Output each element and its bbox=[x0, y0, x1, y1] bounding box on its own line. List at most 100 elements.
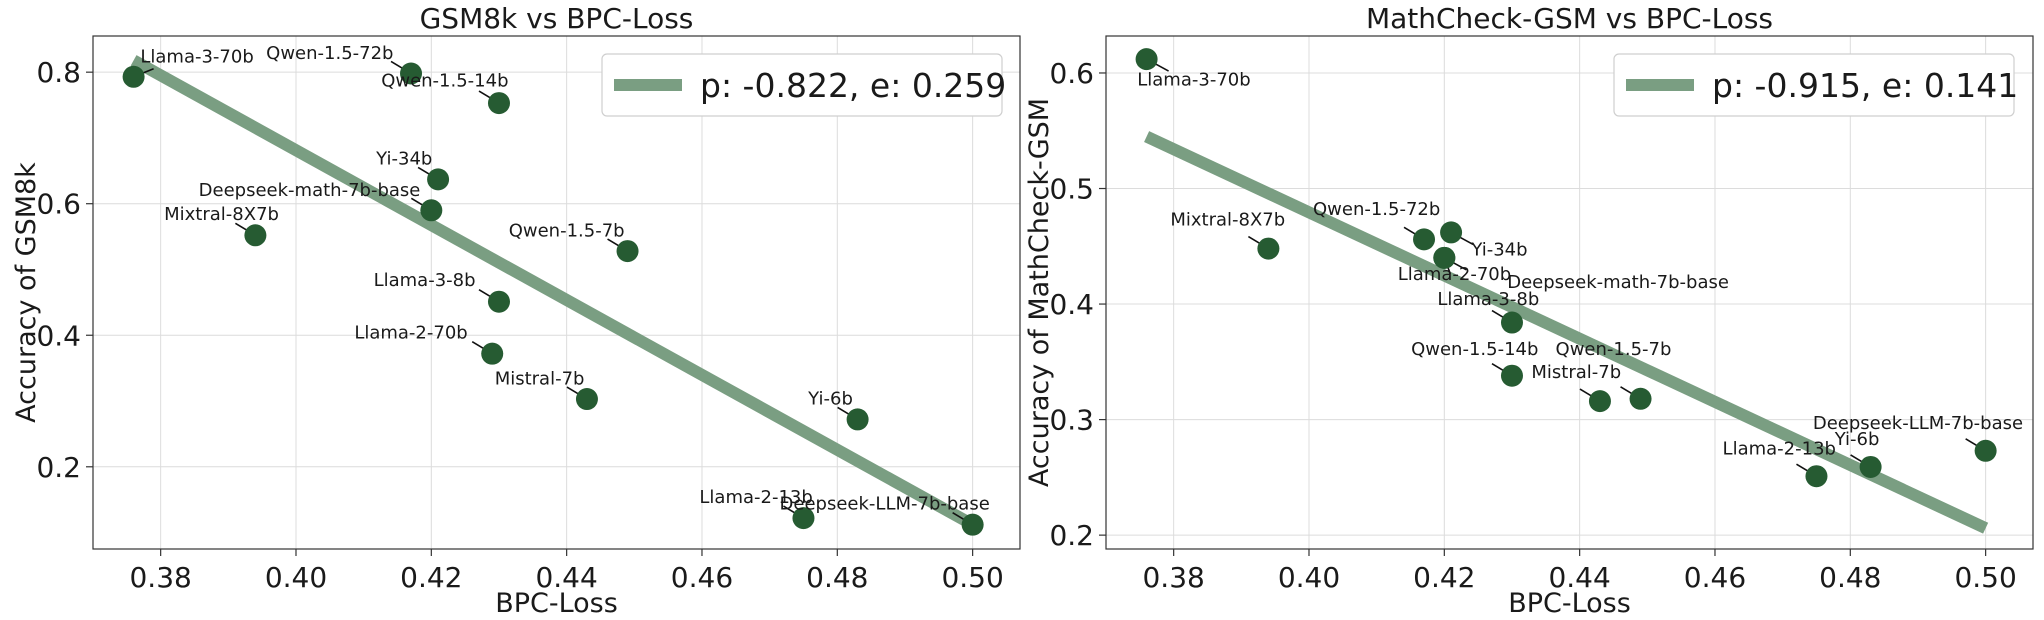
gsm8k-legend: p: -0.822, e: 0.259 bbox=[601, 53, 1006, 117]
gsm8k-x-tick-label: 0.44 bbox=[535, 561, 597, 594]
gsm8k-point-deepseek-math-7b-base bbox=[420, 199, 443, 222]
mathcheck-point-qwen-1-5-72b bbox=[1413, 228, 1436, 251]
mathcheck-x-tick-label: 0.50 bbox=[1954, 561, 2016, 594]
mathcheck-point-deepseek-math-7b-base bbox=[1433, 246, 1456, 269]
gsm8k-label-mistral-7b: Mistral-7b bbox=[495, 369, 585, 390]
mathcheck-x-tick-label: 0.46 bbox=[1684, 561, 1746, 594]
mathcheck-x-tick-label: 0.38 bbox=[1142, 561, 1204, 594]
mathcheck-point-labels: Llama-3-70b Mixtral-8X7b Qwen-1.5-72b Yi-34… bbox=[1137, 70, 2023, 460]
mathcheck-point-qwen-1-5-7b bbox=[1629, 387, 1652, 410]
gsm8k-x-tick-label: 0.38 bbox=[129, 561, 191, 594]
mathcheck-x-ticks: 0.38 0.40 0.42 0.44 0.46 0.48 0.50 bbox=[1142, 549, 2017, 594]
mathcheck-point-yi-34b bbox=[1440, 221, 1463, 244]
gsm8k-point-deepseek-llm-7b-base bbox=[961, 513, 984, 536]
mathcheck-y-tick-label: 0.6 bbox=[1049, 57, 1094, 90]
gsm8k-point-qwen-1-5-7b bbox=[616, 240, 639, 263]
gsm8k-point-llama-2-13b bbox=[792, 507, 815, 530]
mathcheck-label-yi-34b: Yi-34b bbox=[1470, 240, 1527, 261]
gsm8k-point-llama-3-70b bbox=[122, 65, 145, 88]
gsm8k-y-tick-label: 0.8 bbox=[36, 56, 81, 89]
mathcheck-label-deepseek-math-7b-base: Deepseek-math-7b-base bbox=[1507, 272, 1729, 293]
mathcheck-points bbox=[1135, 48, 1997, 488]
gsm8k-y-axis-label: Accuracy of GSM8k bbox=[11, 162, 42, 423]
mathcheck-regression-line bbox=[1144, 131, 1989, 534]
gsm8k-label-llama-3-70b: Llama-3-70b bbox=[140, 46, 253, 67]
gsm8k-label-llama-3-8b: Llama-3-8b bbox=[374, 270, 476, 291]
mathcheck-label-qwen-1-5-14b: Qwen-1.5-14b bbox=[1411, 339, 1538, 360]
gsm8k-label-yi-6b: Yi-6b bbox=[807, 388, 853, 409]
gsm8k-x-tick-label: 0.40 bbox=[265, 561, 327, 594]
mathcheck-label-mistral-7b: Mistral-7b bbox=[1531, 362, 1621, 383]
mathcheck-point-llama-2-13b bbox=[1805, 465, 1828, 488]
mathcheck-chart-title: MathCheck-GSM vs BPC-Loss bbox=[1366, 2, 1773, 35]
gsm8k-fit-line-group bbox=[130, 55, 976, 530]
mathcheck-x-tick-label: 0.44 bbox=[1548, 561, 1610, 594]
gsm8k-label-llama-2-70b: Llama-2-70b bbox=[354, 323, 467, 344]
gsm8k-y-tick-label: 0.2 bbox=[36, 451, 81, 484]
mathcheck-fit-line-group bbox=[1144, 131, 1989, 534]
mathcheck-point-mistral-7b bbox=[1588, 390, 1611, 413]
mathcheck-x-tick-label: 0.42 bbox=[1413, 561, 1475, 594]
gsm8k-point-llama-2-70b bbox=[481, 342, 504, 365]
gsm8k-label-deepseek-llm-7b-base: Deepseek-LLM-7b-base bbox=[780, 494, 990, 515]
gsm8k-y-tick-label: 0.6 bbox=[36, 188, 81, 221]
mathcheck-y-tick-label: 0.4 bbox=[1049, 288, 1094, 321]
mathcheck-x-axis-label: BPC-Loss bbox=[1508, 588, 1631, 619]
mathcheck-label-llama-2-70b: Llama-2-70b bbox=[1398, 264, 1511, 285]
gsm8k-label-qwen-1-5-7b: Qwen-1.5-7b bbox=[509, 221, 625, 242]
gsm8k-point-llama-3-8b bbox=[487, 290, 510, 313]
gsm8k-x-axis-label: BPC-Loss bbox=[495, 588, 618, 619]
gsm8k-point-qwen-1-5-14b bbox=[487, 92, 510, 115]
gsm8k-chart-title: GSM8k vs BPC-Loss bbox=[420, 2, 694, 35]
mathcheck-label-llama-3-8b: Llama-3-8b bbox=[1437, 289, 1539, 310]
mathcheck-label-llama-2-13b: Llama-2-13b bbox=[1723, 438, 1836, 459]
gsm8k-y-tick-label: 0.4 bbox=[36, 319, 81, 352]
gsm8k-x-tick-label: 0.46 bbox=[671, 561, 733, 594]
gsm8k-point-yi-6b bbox=[846, 408, 869, 431]
mathcheck-x-tick-label: 0.48 bbox=[1819, 561, 1881, 594]
mathcheck-label-qwen-1-5-7b: Qwen-1.5-7b bbox=[1556, 339, 1672, 360]
mathcheck-point-mixtral-8x7b bbox=[1257, 237, 1280, 260]
mathcheck-label-llama-3-70b: Llama-3-70b bbox=[1137, 70, 1250, 91]
gsm8k-x-tick-label: 0.50 bbox=[941, 561, 1003, 594]
mathcheck-y-tick-label: 0.5 bbox=[1049, 173, 1094, 206]
gsm8k-legend-label: p: -0.822, e: 0.259 bbox=[700, 66, 1006, 105]
gsm8k-label-deepseek-math-7b-base: Deepseek-math-7b-base bbox=[199, 180, 421, 201]
gsm8k-point-qwen-1-5-72b bbox=[400, 62, 423, 85]
gsm8k-regression-line bbox=[130, 55, 976, 530]
mathcheck-label-mixtral-8x7b: Mixtral-8X7b bbox=[1170, 209, 1285, 230]
gsm8k-label-qwen-1-5-72b: Qwen-1.5-72b bbox=[266, 43, 393, 64]
gsm8k-point-labels: Llama-3-70b Qwen-1.5-72b Qwen-1.5-14b Yi-34… bbox=[140, 43, 989, 515]
mathcheck-point-yi-6b bbox=[1859, 455, 1882, 478]
gsm8k-label-mixtral-8x7b: Mixtral-8X7b bbox=[164, 204, 279, 225]
mathcheck-x-tick-label: 0.40 bbox=[1278, 561, 1340, 594]
gsm8k-point-mixtral-8x7b bbox=[244, 224, 267, 247]
mathcheck-legend: p: -0.915, e: 0.141 bbox=[1613, 53, 2018, 117]
gsm8k-points bbox=[122, 62, 984, 536]
gsm8k-x-tick-label: 0.48 bbox=[806, 561, 868, 594]
gsm8k-label-llama-2-13b: Llama-2-13b bbox=[699, 487, 812, 508]
gsm8k-plot-frame bbox=[92, 35, 1021, 550]
gsm8k-point-yi-34b bbox=[427, 168, 450, 191]
gsm8k-legend-box bbox=[601, 53, 1003, 117]
gsm8k-x-ticks: 0.38 0.40 0.42 0.44 0.46 0.48 0.50 bbox=[129, 549, 1004, 594]
mathcheck-label-yi-6b: Yi-6b bbox=[1834, 429, 1880, 450]
mathcheck-point-llama-3-8b bbox=[1500, 311, 1523, 334]
mathcheck-legend-box bbox=[1613, 53, 2015, 117]
chart-gsm8k: Llama-3-70b Qwen-1.5-72b Qwen-1.5-14b Yi-34… bbox=[11, 2, 1021, 619]
mathcheck-plot-frame bbox=[1105, 35, 2034, 550]
gsm8k-point-mistral-7b bbox=[575, 388, 598, 411]
chart-mathcheck-gsm: Llama-3-70b Mixtral-8X7b Qwen-1.5-72b Yi-34… bbox=[1024, 2, 2034, 619]
mathcheck-label-qwen-1-5-72b: Qwen-1.5-72b bbox=[1313, 199, 1440, 220]
mathcheck-y-axis-label: Accuracy of MathCheck-GSM bbox=[1024, 98, 1055, 487]
mathcheck-y-tick-label: 0.3 bbox=[1049, 404, 1094, 437]
gsm8k-y-ticks: 0.2 0.4 0.6 0.8 bbox=[36, 56, 93, 484]
mathcheck-y-ticks: 0.2 0.3 0.4 0.5 0.6 bbox=[1049, 57, 1106, 552]
gsm8k-label-yi-34b: Yi-34b bbox=[375, 148, 432, 169]
mathcheck-legend-label: p: -0.915, e: 0.141 bbox=[1712, 66, 2018, 105]
mathcheck-y-tick-label: 0.2 bbox=[1049, 519, 1094, 552]
mathcheck-point-llama-3-70b bbox=[1135, 48, 1158, 71]
mathcheck-point-qwen-1-5-14b bbox=[1500, 364, 1523, 387]
mathcheck-point-deepseek-llm-7b-base bbox=[1974, 439, 1997, 462]
